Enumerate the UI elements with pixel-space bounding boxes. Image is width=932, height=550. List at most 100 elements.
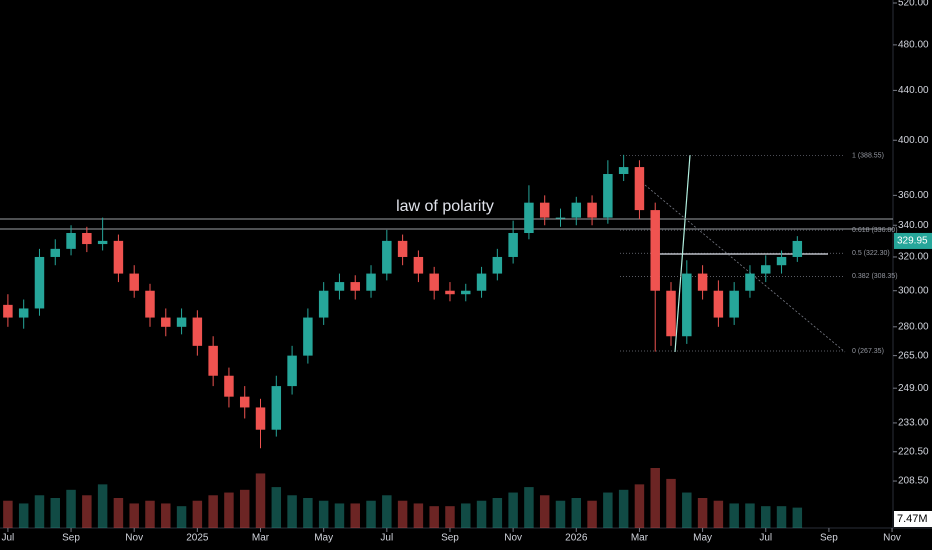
fib-label: 0 (267.35) bbox=[852, 348, 884, 355]
x-tick-label: Jul bbox=[1, 533, 14, 544]
candle-body bbox=[429, 273, 439, 291]
x-tick-label: Mar bbox=[252, 533, 270, 544]
volume-bar bbox=[508, 492, 518, 528]
candle-body bbox=[571, 202, 582, 218]
plot-area: 1 (388.55) 0.618 (336.80) 0.5 (322.30) 0.38… bbox=[3, 152, 898, 449]
volume-bar bbox=[50, 498, 60, 528]
volume-bar bbox=[113, 498, 124, 528]
volume-bar bbox=[492, 498, 503, 528]
volume-bar bbox=[397, 500, 408, 528]
volume-bar bbox=[271, 487, 282, 528]
volume-bar bbox=[382, 495, 392, 528]
volume-bar bbox=[34, 495, 45, 528]
candle-body bbox=[82, 233, 92, 245]
candle-body bbox=[618, 167, 629, 175]
volume-bar bbox=[729, 503, 739, 528]
candle-body bbox=[713, 290, 724, 318]
candle-body bbox=[50, 248, 60, 257]
annotation: law of polarity bbox=[396, 198, 494, 215]
x-tick-label: Nov bbox=[504, 533, 522, 544]
volume-bar bbox=[18, 503, 29, 528]
candle-body bbox=[129, 273, 139, 291]
candle-body bbox=[729, 290, 739, 318]
volume-bar bbox=[634, 484, 645, 528]
volume-bar bbox=[239, 489, 250, 528]
volume-bar bbox=[571, 498, 582, 528]
y-tick-label: 249.00 bbox=[898, 383, 929, 394]
volume-bar bbox=[287, 495, 297, 528]
volume-bar bbox=[303, 498, 313, 528]
volume-bar bbox=[224, 492, 234, 528]
candle-body bbox=[113, 240, 124, 274]
candle-body bbox=[492, 256, 503, 274]
volume-bar bbox=[129, 503, 139, 528]
candle-body bbox=[776, 256, 787, 266]
candle-body bbox=[318, 290, 329, 318]
volume-bar bbox=[713, 500, 724, 528]
volume-bar bbox=[555, 500, 566, 528]
volume-bar bbox=[539, 495, 550, 528]
volume-bar bbox=[161, 503, 171, 528]
volume-pane bbox=[3, 468, 803, 528]
candle-body bbox=[413, 256, 424, 274]
volume-bar bbox=[603, 492, 613, 528]
y-tick-label: 220.50 bbox=[898, 446, 929, 457]
volume-bar bbox=[255, 473, 266, 528]
y-tick-label: 440.00 bbox=[898, 85, 929, 96]
candle-body bbox=[239, 396, 250, 408]
candle-body bbox=[603, 174, 613, 218]
candle-body bbox=[366, 273, 376, 291]
volume-bar bbox=[366, 500, 376, 528]
candle-body bbox=[3, 304, 13, 318]
fib-trend-line bbox=[644, 184, 846, 353]
volume-bar bbox=[208, 495, 218, 528]
candle-body bbox=[745, 273, 755, 291]
candle-body bbox=[97, 240, 108, 245]
volume-bar bbox=[445, 506, 455, 528]
volume-bar bbox=[176, 506, 187, 528]
volume-bar bbox=[650, 468, 660, 528]
candle-body bbox=[476, 273, 487, 291]
volume-bar bbox=[776, 506, 787, 528]
candle-body bbox=[682, 273, 692, 337]
candle-body bbox=[587, 202, 597, 218]
volume-bar bbox=[429, 506, 439, 528]
fib-label: 1 (388.55) bbox=[852, 152, 884, 159]
x-tick-label: Sep bbox=[62, 533, 80, 544]
y-tick-label: 320.00 bbox=[898, 252, 929, 263]
volume-bar bbox=[682, 492, 692, 528]
candle-body bbox=[176, 317, 187, 327]
last-price-label: 329.95 bbox=[897, 236, 928, 247]
volume-bar bbox=[461, 503, 471, 528]
volume-bar bbox=[524, 487, 534, 528]
volume-bar bbox=[618, 489, 629, 528]
y-tick-label: 208.50 bbox=[898, 476, 929, 487]
candle-body bbox=[508, 233, 518, 257]
y-tick-label: 340.00 bbox=[898, 220, 929, 231]
volume-bar bbox=[587, 500, 597, 528]
candle-body bbox=[792, 240, 803, 257]
x-tick-label: Nov bbox=[125, 533, 143, 544]
candle-body bbox=[445, 290, 455, 295]
y-tick-label: 280.00 bbox=[898, 321, 929, 332]
x-tick-label: May bbox=[314, 533, 333, 544]
candle-body bbox=[761, 265, 771, 274]
candle-body bbox=[539, 202, 550, 218]
y-tick-label: 400.00 bbox=[898, 135, 929, 146]
candle-body bbox=[697, 273, 708, 291]
trend-line bbox=[674, 154, 691, 353]
volume-bar bbox=[697, 498, 708, 528]
volume-bar bbox=[82, 495, 92, 528]
volume-bar bbox=[761, 506, 771, 528]
candle-body bbox=[66, 233, 76, 249]
candle-body bbox=[650, 210, 660, 291]
candle-body bbox=[555, 217, 566, 219]
volume-bar bbox=[3, 500, 13, 528]
fib-label: 0.382 (308.35) bbox=[852, 273, 898, 280]
candle-body bbox=[18, 308, 29, 318]
volume-bar bbox=[97, 484, 108, 528]
volume-bar bbox=[66, 489, 76, 528]
